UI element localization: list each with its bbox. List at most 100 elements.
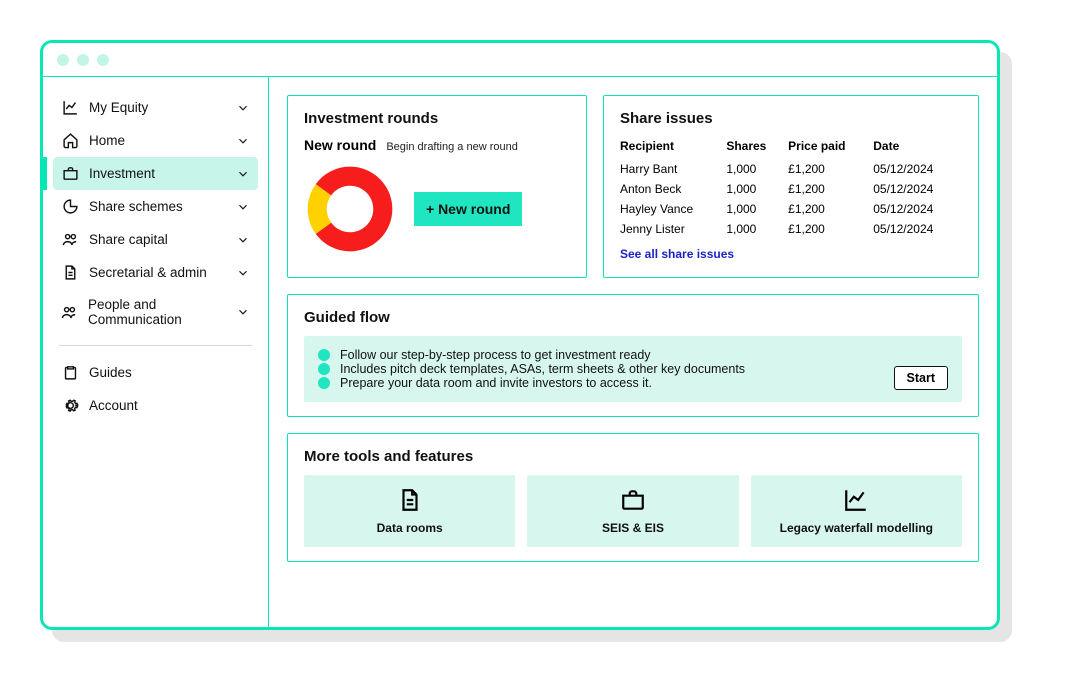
new-round-button[interactable]: + New round [414,192,522,226]
table-row[interactable]: Anton Beck1,000£1,20005/12/2024 [620,179,962,199]
tool-card-label: Legacy waterfall modelling [780,521,933,535]
expand-toggle[interactable] [236,233,250,247]
document-icon [397,487,423,513]
table-row[interactable]: Hayley Vance1,000£1,20005/12/2024 [620,199,962,219]
chevron-down-icon [236,134,250,148]
briefcase-icon [620,487,646,513]
guided-flow-text: Includes pitch deck templates, ASAs, ter… [340,362,745,376]
people-icon [61,231,79,248]
guided-flow-start-button[interactable]: Start [894,366,948,390]
sidebar-item-share-capital[interactable]: Share capital [53,223,258,256]
chevron-down-icon [236,233,250,247]
table-cell: Anton Beck [620,179,726,199]
sidebar-item-my-equity[interactable]: My Equity [53,91,258,124]
guided-flow-item: Prepare your data room and invite invest… [318,376,948,390]
sidebar-item-guides[interactable]: Guides [53,356,258,389]
guided-flow-box: Follow our step-by-step process to get i… [304,336,962,402]
table-cell: £1,200 [788,179,873,199]
table-cell: 05/12/2024 [873,219,962,239]
table-cell: 05/12/2024 [873,179,962,199]
sidebar-separator [59,345,252,346]
chevron-down-icon [236,200,250,214]
guided-flow-item: Follow our step-by-step process to get i… [318,348,948,362]
sidebar-item-investment[interactable]: Investment [53,157,258,190]
line-chart-icon [843,487,869,513]
sidebar-item-label: My Equity [89,100,148,115]
sidebar-item-share-schemes[interactable]: Share schemes [53,190,258,223]
window-dot [77,54,89,66]
table-cell: 1,000 [726,179,788,199]
panel-share-issues: Share issues RecipientSharesPrice paidDa… [603,95,979,278]
bullet-dot-icon [318,377,330,389]
expand-toggle[interactable] [236,101,250,115]
sidebar-item-home[interactable]: Home [53,124,258,157]
sidebar-item-label: Guides [89,365,132,380]
expand-toggle[interactable] [236,305,250,319]
window-titlebar [43,43,997,77]
sidebar-item-label: Account [89,398,138,413]
bullet-dot-icon [318,363,330,375]
bullet-dot-icon [318,349,330,361]
table-cell: £1,200 [788,219,873,239]
expand-toggle[interactable] [236,134,250,148]
chevron-down-icon [236,305,250,319]
people-icon [62,231,79,248]
table-cell: Hayley Vance [620,199,726,219]
table-cell: 1,000 [726,199,788,219]
table-header: Date [873,137,962,159]
tool-card-legacy-waterfall-modelling[interactable]: Legacy waterfall modelling [751,475,962,547]
tool-card-label: Data rooms [377,521,443,535]
document-icon [61,264,79,281]
tool-card-seis-eis[interactable]: SEIS & EIS [527,475,738,547]
home-icon [61,132,79,149]
see-all-share-issues-link[interactable]: See all share issues [620,247,734,261]
table-cell: 1,000 [726,219,788,239]
sidebar-item-secretarial-admin[interactable]: Secretarial & admin [53,256,258,289]
table-header: Shares [726,137,788,159]
line-chart-icon [61,99,79,116]
sidebar-item-label: Home [89,133,125,148]
clipboard-icon [62,364,79,381]
table-row[interactable]: Harry Bant1,000£1,20005/12/2024 [620,159,962,179]
sidebar-item-people-and-communication[interactable]: People and Communication [53,289,258,335]
people-icon [61,304,78,321]
expand-toggle[interactable] [236,266,250,280]
sidebar: My Equity Home Investment Share schemes Shar… [43,77,269,627]
expand-toggle[interactable] [236,200,250,214]
expand-toggle[interactable] [236,167,250,181]
table-header: Recipient [620,137,726,159]
sidebar-item-label: Share schemes [89,199,183,214]
share-issues-table: RecipientSharesPrice paidDate Harry Bant… [620,137,962,239]
guided-flow-text: Prepare your data room and invite invest… [340,376,652,390]
table-row[interactable]: Jenny Lister1,000£1,20005/12/2024 [620,219,962,239]
panel-title: Guided flow [304,309,962,326]
window-dot [97,54,109,66]
sidebar-item-label: Secretarial & admin [89,265,207,280]
guided-flow-item: Includes pitch deck templates, ASAs, ter… [318,362,948,376]
chevron-down-icon [236,167,250,181]
gear-icon [62,397,79,414]
chevron-down-icon [236,101,250,115]
guided-flow-text: Follow our step-by-step process to get i… [340,348,651,362]
table-cell: Harry Bant [620,159,726,179]
table-cell: 1,000 [726,159,788,179]
sidebar-item-label: Share capital [89,232,168,247]
people-icon [61,304,78,321]
table-cell: £1,200 [788,159,873,179]
table-cell: 05/12/2024 [873,159,962,179]
chevron-down-icon [236,266,250,280]
main-content: Investment rounds New round Begin drafti… [269,77,997,627]
home-icon [62,132,79,149]
line-chart-icon [843,487,869,513]
sidebar-item-account[interactable]: Account [53,389,258,422]
briefcase-icon [61,165,79,182]
app-window: My Equity Home Investment Share schemes Shar… [40,40,1000,630]
pie-icon [62,198,79,215]
sidebar-item-label: Investment [89,166,155,181]
table-cell: Jenny Lister [620,219,726,239]
tool-card-label: SEIS & EIS [602,521,664,535]
table-cell: £1,200 [788,199,873,219]
tool-card-data-rooms[interactable]: Data rooms [304,475,515,547]
clipboard-icon [61,364,79,381]
line-chart-icon [62,99,79,116]
